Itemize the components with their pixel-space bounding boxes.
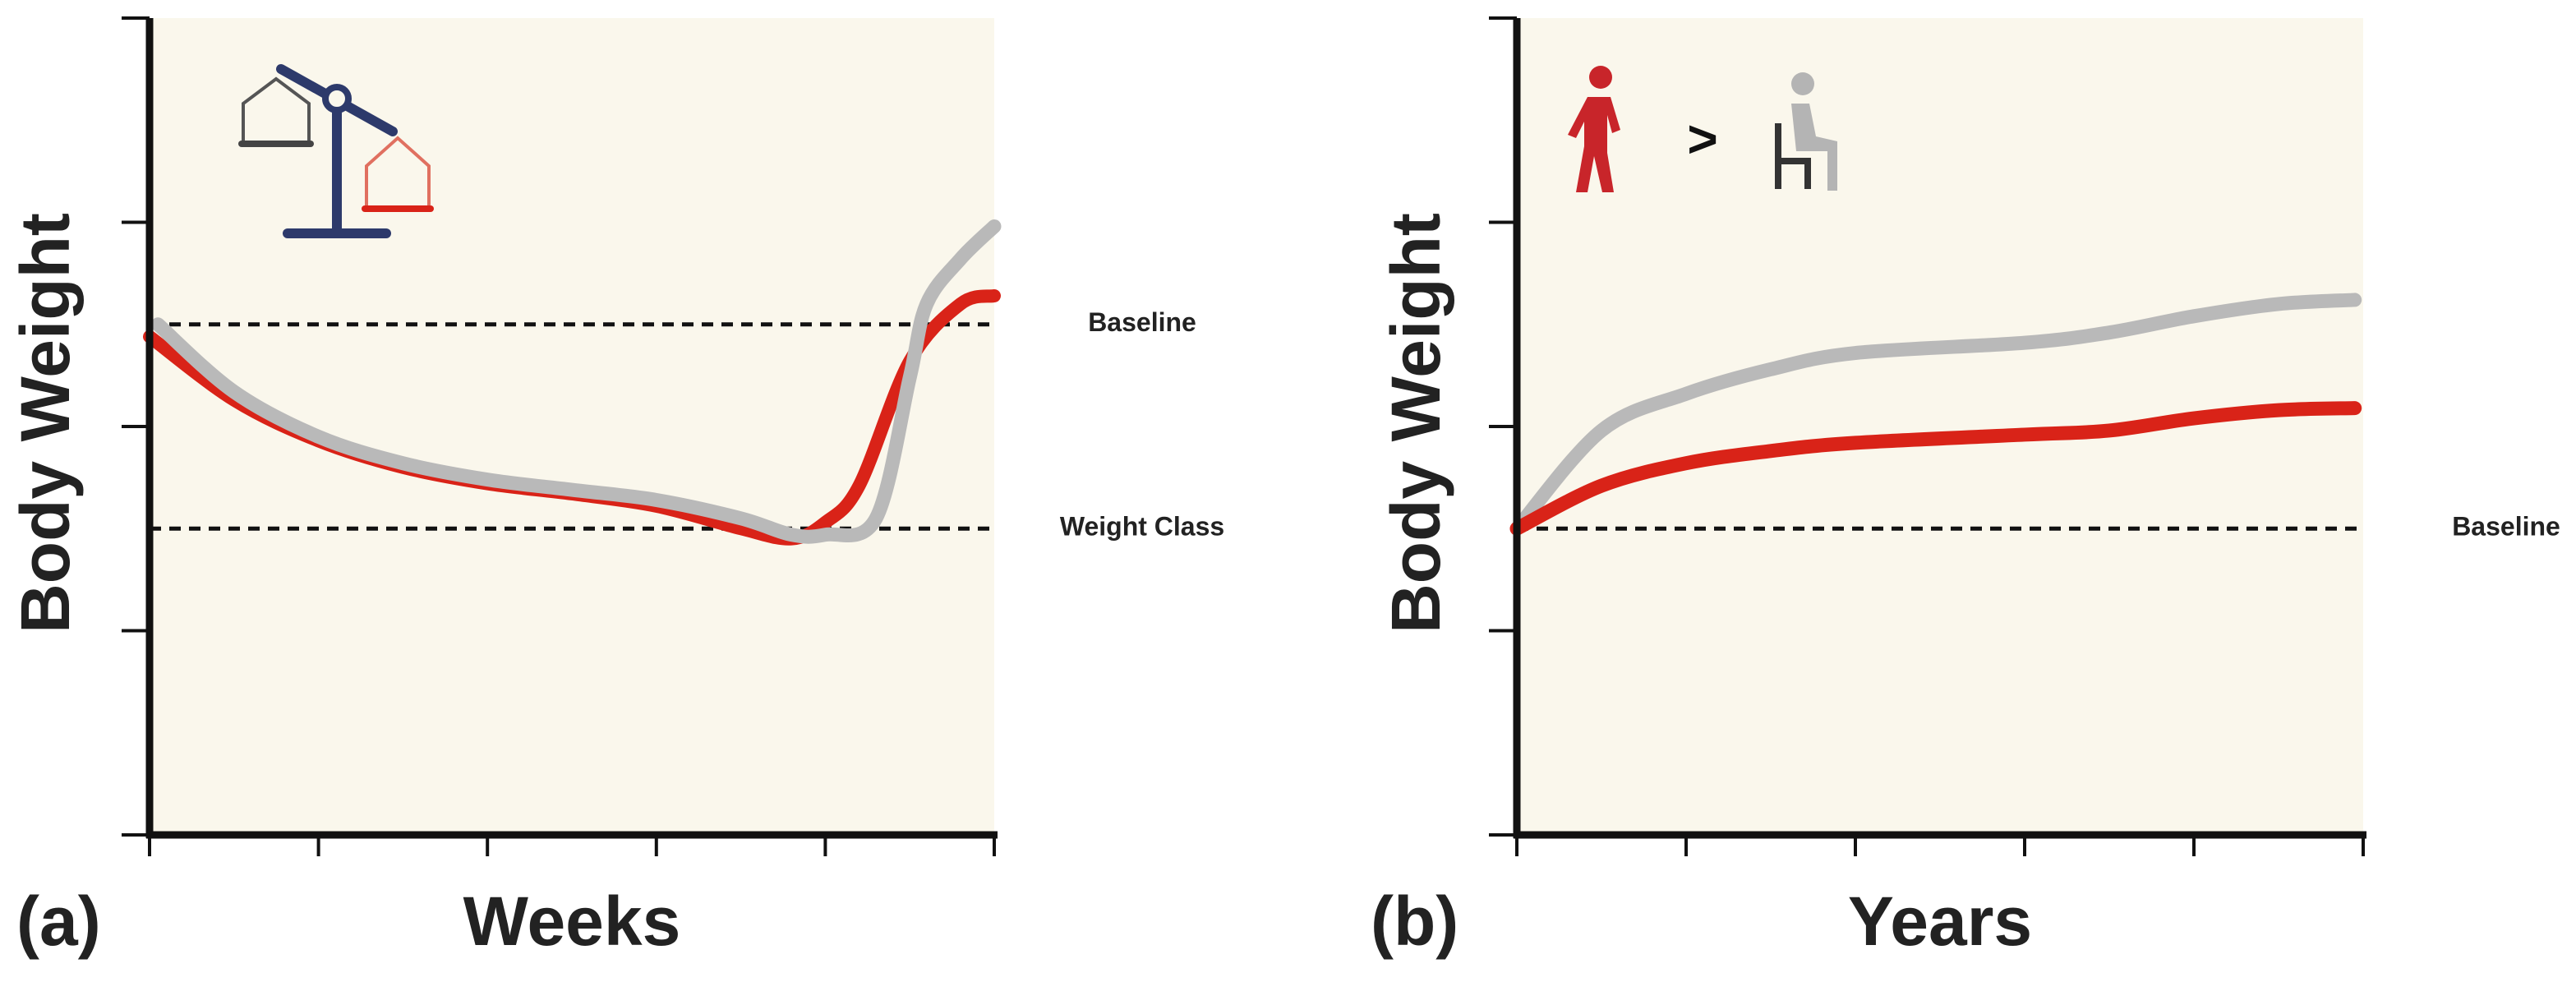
reference-label: Weight Class: [1060, 512, 1224, 542]
y-axis-label: Body Weight: [7, 213, 84, 634]
plot-background: [1517, 18, 2363, 835]
reference-label: Baseline: [2452, 512, 2560, 542]
y-axis-label: Body Weight: [1377, 213, 1454, 634]
panel-label: (a): [16, 883, 101, 960]
panel-label: (b): [1371, 883, 1459, 960]
sitting-icon: [1775, 72, 1837, 191]
line-series: [150, 219, 1002, 544]
reference-label: Baseline: [1088, 307, 1196, 337]
scale-icon: [238, 64, 434, 238]
x-axis-label: Weeks: [463, 883, 681, 960]
x-axis-label: Years: [1848, 883, 2032, 960]
line-series: [1509, 401, 2362, 536]
annotation: >: [1687, 109, 1717, 168]
line-series: [1509, 293, 2362, 536]
walking-icon: [1568, 66, 1620, 192]
